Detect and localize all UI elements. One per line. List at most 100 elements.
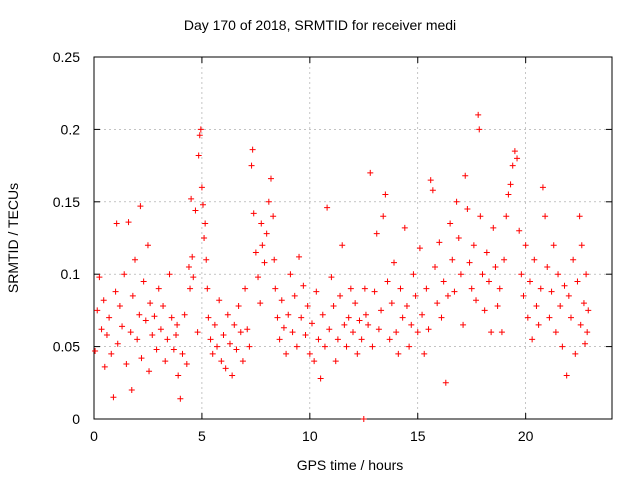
data-point [138, 355, 145, 362]
data-point [164, 336, 171, 343]
data-point [244, 326, 251, 333]
data-point [249, 146, 256, 153]
data-point [175, 372, 182, 379]
data-point [410, 271, 417, 278]
data-point [503, 213, 510, 220]
data-point [231, 321, 238, 328]
data-point [300, 282, 307, 289]
data-point [514, 155, 521, 162]
data-point [114, 340, 121, 347]
data-point [293, 343, 300, 350]
data-point [397, 285, 404, 292]
data-point [160, 303, 167, 310]
data-point [265, 198, 272, 205]
data-point [501, 256, 508, 263]
data-point [317, 375, 324, 382]
data-point [352, 300, 359, 307]
data-point [96, 274, 103, 281]
data-point [257, 300, 264, 307]
data-point [267, 175, 274, 182]
data-point [584, 329, 591, 336]
data-point [252, 249, 259, 256]
data-point [382, 191, 389, 198]
data-point [476, 126, 483, 133]
data-point [423, 285, 430, 292]
data-point [121, 271, 128, 278]
x-tick-label: 0 [90, 428, 98, 444]
data-point [449, 256, 456, 263]
data-point [149, 332, 156, 339]
data-point [399, 314, 406, 321]
data-point [337, 292, 344, 299]
data-point [291, 292, 298, 299]
data-point [341, 321, 348, 328]
data-point [155, 285, 162, 292]
data-point [190, 274, 197, 281]
data-point [147, 300, 154, 307]
data-point [365, 321, 372, 328]
data-point [123, 360, 130, 367]
data-point [360, 416, 367, 422]
data-point [92, 347, 99, 354]
data-point [529, 336, 536, 343]
data-point [432, 263, 439, 270]
data-point [283, 350, 290, 357]
data-point [189, 253, 196, 260]
data-point [414, 329, 421, 336]
data-point [576, 213, 583, 220]
data-point [401, 224, 408, 231]
data-point [462, 172, 469, 179]
data-point [204, 285, 211, 292]
data-point [192, 207, 199, 214]
data-point [214, 343, 221, 350]
data-point [345, 314, 352, 321]
data-point [369, 343, 376, 350]
data-point [561, 282, 568, 289]
data-point [289, 329, 296, 336]
data-point [103, 332, 110, 339]
data-point [362, 311, 369, 318]
data-point [395, 350, 402, 357]
data-point [108, 350, 115, 357]
data-point [580, 300, 587, 307]
data-point [250, 210, 257, 217]
data-point [386, 336, 393, 343]
data-point [419, 311, 426, 318]
data-point [572, 350, 579, 357]
data-point [157, 326, 164, 333]
data-point [457, 271, 464, 278]
data-point [201, 235, 208, 241]
data-point [151, 313, 158, 320]
data-point [125, 219, 132, 226]
data-point [144, 242, 151, 249]
data-point [533, 303, 540, 310]
data-point [440, 278, 447, 285]
data-point [324, 204, 331, 211]
data-point [242, 285, 249, 292]
data-point [229, 372, 236, 379]
data-point [453, 198, 460, 205]
data-point [367, 169, 374, 176]
data-point [136, 311, 143, 318]
data-point [492, 263, 499, 270]
data-point [361, 285, 368, 292]
data-point [470, 242, 477, 249]
data-point [412, 292, 419, 299]
data-point [162, 358, 169, 365]
data-point [425, 326, 432, 333]
y-tick-label: 0.05 [53, 339, 80, 355]
data-point [526, 278, 533, 285]
data-point [408, 321, 415, 328]
data-point [518, 271, 525, 278]
data-point [391, 259, 398, 266]
data-point [468, 285, 475, 292]
data-point [129, 292, 136, 299]
data-point [296, 253, 303, 260]
data-point [255, 274, 262, 281]
data-point [354, 350, 361, 357]
data-point [168, 314, 175, 321]
data-point [246, 343, 253, 350]
data-point [271, 256, 278, 263]
data-point [306, 350, 313, 357]
data-point [339, 242, 346, 249]
